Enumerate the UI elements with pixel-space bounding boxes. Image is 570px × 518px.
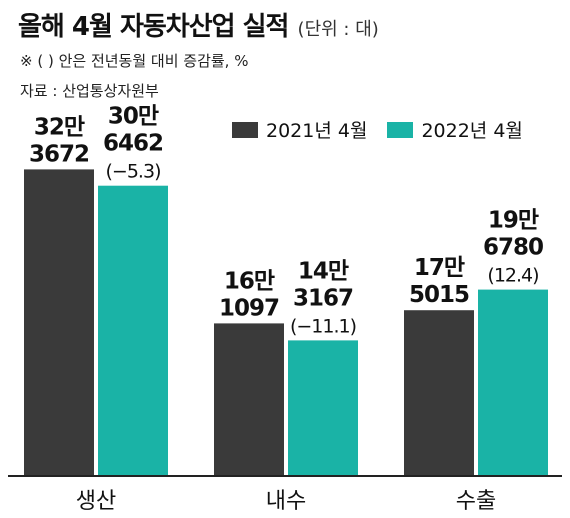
data-label: 30만 [108, 104, 159, 130]
legend-item-2021: 2021년 4월 [232, 116, 367, 143]
note-text: ※ ( ) 안은 전년동월 대비 증감률, % [20, 52, 249, 70]
legend-swatch-2022 [387, 121, 414, 138]
category-label: 생산 [76, 489, 116, 514]
data-label: 5015 [409, 282, 469, 308]
legend-label-2022: 2022년 4월 [421, 120, 523, 142]
bar-2021-0 [24, 169, 94, 476]
bar-2022-0 [98, 185, 168, 477]
chart-title-block: 올해 4월 자동차산업 실적 (단위 : 대) [18, 6, 379, 43]
data-label: 6462 [103, 131, 163, 157]
data-label: 6780 [483, 235, 543, 261]
bar-2022-2 [478, 289, 548, 476]
legend: 2021년 4월 2022년 4월 [232, 116, 543, 143]
category-label: 수출 [456, 489, 496, 514]
bar-2021-2 [404, 310, 474, 476]
legend-label-2021: 2021년 4월 [266, 120, 368, 142]
legend-swatch-2021 [232, 121, 258, 138]
data-label: 19만 [488, 208, 539, 234]
data-label: 16만 [224, 268, 275, 294]
bar-2021-1 [214, 323, 284, 476]
chart-title: 올해 4월 자동차산업 실적 [18, 12, 289, 42]
data-label: (−5.3) [106, 161, 161, 183]
data-label: 17만 [414, 255, 465, 281]
data-label: 32만 [34, 114, 85, 140]
data-label: 14만 [298, 258, 349, 284]
category-label: 내수 [266, 489, 306, 514]
bar-2022-1 [288, 340, 358, 476]
data-label: (−11.1) [290, 315, 356, 337]
data-label: (12.4) [487, 265, 538, 287]
data-label: 3672 [29, 141, 89, 167]
data-label: 3167 [293, 285, 353, 311]
data-label: 1097 [219, 295, 279, 321]
unit-label: (단위 : 대) [297, 19, 379, 40]
source-text: 자료 : 산업통상자원부 [20, 82, 159, 100]
legend-item-2022: 2022년 4월 [387, 116, 523, 143]
